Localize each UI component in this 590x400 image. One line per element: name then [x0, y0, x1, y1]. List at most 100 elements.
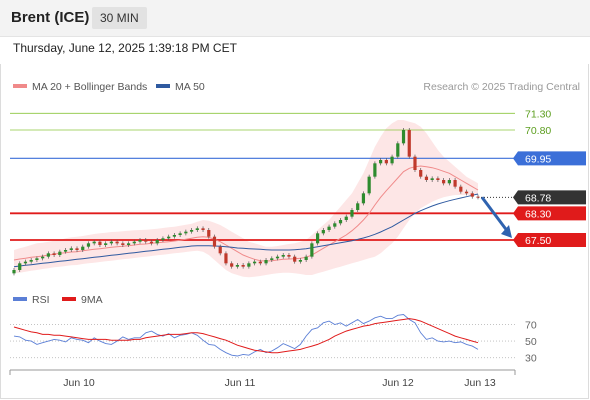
candle	[144, 238, 148, 244]
candle	[81, 244, 85, 252]
candle	[304, 254, 308, 262]
candle-body	[298, 260, 303, 262]
rsi-ma-legend-swatch	[62, 297, 76, 301]
candle-body	[321, 230, 325, 234]
candle-body	[138, 240, 142, 242]
candle	[298, 258, 303, 264]
rsi-line	[13, 314, 479, 357]
candle-body	[189, 230, 194, 232]
candle	[293, 254, 297, 264]
candle-body	[115, 241, 119, 244]
candle	[464, 189, 469, 196]
level-label-70-80: 70.80	[525, 125, 551, 137]
candle	[442, 178, 446, 186]
x-axis: Jun 10 Jun 11 Jun 12 Jun 13	[9, 369, 516, 389]
candle-body	[338, 220, 343, 224]
candle	[401, 128, 406, 146]
candle-body	[264, 260, 268, 264]
candle	[275, 254, 280, 261]
candle-body	[35, 258, 39, 260]
candle-body	[195, 228, 199, 230]
candle	[69, 246, 73, 252]
candle	[58, 249, 62, 257]
candle-body	[92, 241, 96, 244]
candle	[356, 201, 360, 212]
candle	[350, 208, 354, 219]
level-tag-68-30	[513, 206, 586, 221]
rsi-ma-legend-label: 9MA	[81, 294, 103, 306]
candle-body	[167, 236, 171, 239]
candle	[396, 141, 400, 159]
candle	[29, 258, 33, 264]
candle	[109, 239, 113, 246]
candle-body	[470, 193, 474, 197]
level-label-69-95: 69.95	[525, 153, 551, 165]
chart-datetime: Thursday, June 12, 2025 1:39:18 PM CET	[13, 41, 237, 55]
rsi-legend-swatch	[13, 297, 27, 301]
candle	[361, 191, 366, 206]
candle-body	[390, 156, 394, 164]
candle-body	[333, 223, 337, 227]
candle	[46, 251, 50, 259]
rsi-tick-70: 70	[525, 319, 537, 331]
candle-body	[310, 243, 314, 257]
level-tag-67-50	[513, 233, 586, 247]
candle-body	[293, 256, 297, 262]
ma20-legend-label: MA 20 + Bollinger Bands	[32, 81, 147, 93]
ma50-legend-label: MA 50	[175, 81, 205, 93]
candle-body	[212, 236, 217, 247]
rsi-ma-line	[13, 318, 479, 354]
candle-body	[155, 240, 159, 244]
candle	[252, 259, 257, 266]
candle	[367, 174, 371, 196]
candle	[419, 168, 423, 179]
candle	[18, 261, 22, 272]
candle	[75, 246, 79, 252]
timeframe-selector[interactable]: 30 MIN	[92, 7, 147, 29]
candle-body	[476, 196, 480, 198]
candle-body	[12, 270, 16, 274]
candles	[12, 128, 480, 276]
candle-body	[69, 248, 73, 250]
candle	[258, 259, 262, 266]
level-label-68-78: 68.78	[525, 192, 551, 204]
candle-body	[161, 238, 165, 240]
candle	[333, 221, 337, 229]
candle	[138, 238, 142, 244]
level-label-68-30: 68.30	[525, 208, 551, 220]
x-tick-label: Jun 12	[382, 377, 414, 389]
ma20-legend-swatch	[13, 84, 27, 88]
candle	[35, 256, 39, 262]
candle	[476, 194, 480, 200]
candle-body	[316, 233, 320, 244]
candle-body	[41, 256, 45, 259]
candle-body	[52, 253, 56, 255]
candle	[379, 158, 383, 166]
candle-body	[436, 178, 440, 180]
candle	[430, 176, 434, 182]
candle-body	[23, 261, 28, 264]
candle-body	[98, 241, 102, 245]
ma50-line	[13, 193, 479, 268]
x-tick-label: Jun 10	[63, 377, 95, 389]
candle	[447, 178, 451, 186]
candle-body	[63, 250, 68, 252]
candle	[316, 231, 320, 246]
candle	[149, 239, 154, 246]
candle	[287, 253, 291, 259]
candle-body	[109, 241, 113, 244]
candle-body	[281, 255, 285, 257]
candle-body	[121, 243, 125, 245]
candle	[264, 258, 268, 266]
candle-body	[419, 170, 423, 177]
candle-body	[75, 248, 79, 250]
candle-body	[287, 255, 291, 257]
candle-body	[327, 226, 331, 230]
moving-averages	[13, 165, 479, 268]
candle-body	[373, 163, 377, 177]
candle-body	[29, 260, 33, 262]
candle-body	[424, 176, 429, 180]
candle	[413, 154, 417, 172]
candle	[230, 261, 234, 269]
